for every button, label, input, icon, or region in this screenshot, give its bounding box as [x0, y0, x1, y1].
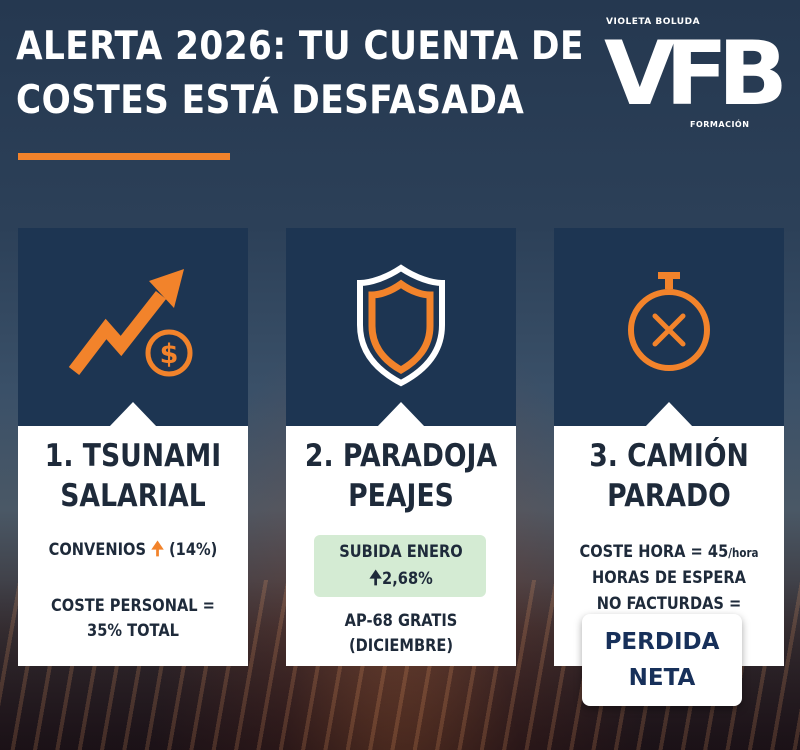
card-camion-parado: 3. CAMIÓN PARADO COSTE HORA = 45/hora HO… [554, 228, 784, 666]
card-title-line-1: 1. TSUNAMI [44, 438, 222, 474]
rising-arrow-dollar-icon: $ [18, 253, 248, 388]
vfb-logo: VIOLETA BOLUDA VFB FORMACIÓN [604, 14, 788, 132]
up-arrow-icon: 🠉 [369, 568, 383, 589]
subida-enero-label: SUBIDA ENERO [339, 542, 463, 562]
up-arrow-icon: 🠉 [151, 539, 164, 560]
card-title-line-2: PEAJES [348, 478, 454, 514]
horas-espera-line-2: NO FACTURDAS = [596, 594, 742, 614]
subida-value: 2,68% [382, 569, 433, 589]
coste-personal-line-2: 35% TOTAL [87, 621, 179, 641]
card-tsunami-salarial: $ 1. TSUNAMI SALARIAL CONVENIOS 🠉 (14%) … [18, 228, 248, 666]
title-line-2: COSTES ESTÁ DESFASADA [16, 78, 525, 123]
card-title-line-2: PARADO [607, 478, 731, 514]
card-title: 1. TSUNAMI SALARIAL [34, 436, 232, 516]
horas-espera-line-1: HORAS DE ESPERA [592, 568, 746, 588]
logo-bottom-text: FORMACIÓN [690, 120, 750, 129]
logo-mark: VFB [604, 22, 788, 125]
card-notch [377, 402, 425, 427]
ap68-line-2: (DICIEMBRE) [348, 636, 454, 656]
title-line-1: ALERTA 2026: TU CUENTA DE [16, 24, 584, 69]
card-header [286, 228, 516, 426]
perdida-line-2: NETA [628, 665, 696, 691]
logo-top-text: VIOLETA BOLUDA [606, 17, 701, 27]
convenios-label: CONVENIOS [48, 540, 146, 560]
coste-personal-line-1: COSTE PERSONAL = [51, 596, 215, 616]
ap68-line-1: AP-68 GRATIS [344, 611, 458, 631]
shield-icon [286, 253, 516, 388]
card-title-line-1: 2. PARADOJA [304, 438, 498, 474]
coste-hora-line: COSTE HORA = 45/hora [570, 541, 768, 565]
svg-text:$: $ [160, 339, 179, 370]
card-body [18, 426, 248, 666]
subida-enero-value-line: 🠉2,68% [302, 567, 500, 591]
page-title: ALERTA 2026: TU CUENTA DE COSTES ESTÁ DE… [16, 20, 584, 128]
convenios-line: CONVENIOS 🠉 (14%) [34, 538, 232, 562]
card-title: 2. PARADOJA PEAJES [302, 436, 500, 516]
title-underline [18, 153, 230, 160]
card-notch [109, 402, 157, 427]
perdida-neta-box: PERDIDA NETA [582, 614, 742, 706]
coste-hora-unit: /hora [728, 546, 759, 560]
card-title-line-1: 3. CAMIÓN [589, 438, 749, 474]
card-title-line-2: SALARIAL [60, 478, 206, 514]
subida-enero-badge [314, 535, 486, 597]
card-notch [645, 402, 693, 427]
perdida-line-1: PERDIDA [604, 629, 720, 655]
card-paradoja-peajes: 2. PARADOJA PEAJES SUBIDA ENERO 🠉2,68% A… [286, 228, 516, 666]
coste-hora-label: COSTE HORA = 45 [579, 542, 729, 562]
stopwatch-icon [554, 253, 784, 388]
convenios-value: (14%) [168, 540, 218, 560]
card-title: 3. CAMIÓN PARADO [570, 436, 768, 516]
